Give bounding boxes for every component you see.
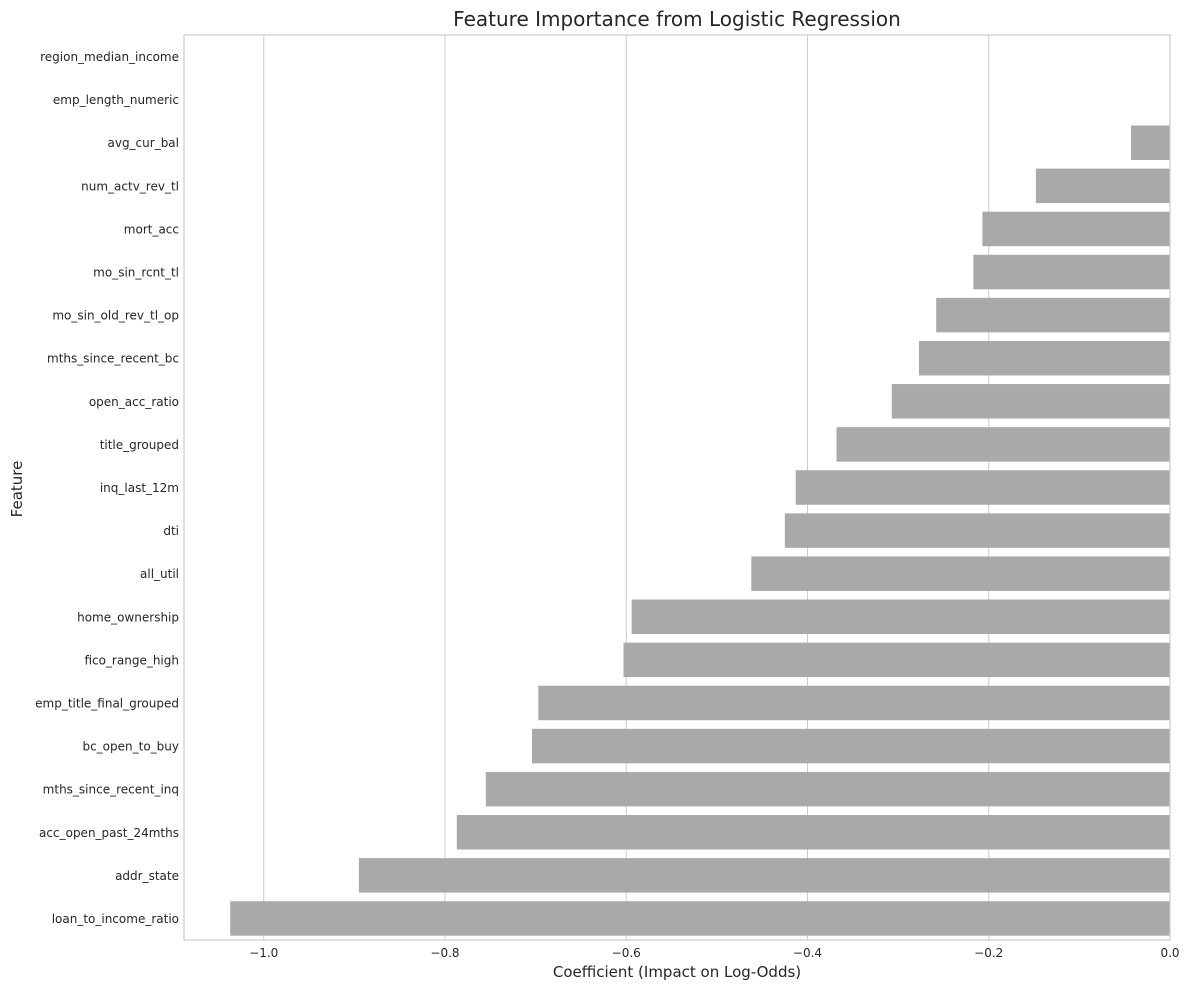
x-tick-label: −0.2 (974, 946, 1003, 960)
y-tick-label: home_ownership (77, 610, 179, 624)
y-tick-label: avg_cur_bal (107, 136, 179, 150)
bar-open_acc_ratio (891, 384, 1170, 419)
y-tick-label: num_actv_rev_tl (81, 179, 179, 193)
y-tick-label: open_acc_ratio (89, 395, 179, 409)
plot-frame (183, 34, 1171, 941)
y-tick-label: region_median_income (40, 50, 179, 64)
y-tick-labels: region_median_income emp_length_numericav… (35, 50, 179, 926)
bar-mo_sin_old_rev_tl_op (936, 297, 1170, 333)
y-tick-label: mths_since_recent_inq (43, 783, 179, 797)
x-tick-label: 0.0 (1160, 946, 1179, 960)
bar-num_actv_rev_tl (1035, 168, 1170, 204)
y-axis-label: Feature (8, 461, 26, 518)
bar-mort_acc (982, 211, 1170, 247)
chart-title: Feature Importance from Logistic Regress… (453, 7, 901, 31)
bar-emp_title_final_grouped (538, 685, 1170, 721)
bar-dti (784, 513, 1170, 548)
y-tick-label: all_util (140, 567, 179, 581)
y-tick-label: title_grouped (100, 438, 179, 452)
bar-title_grouped (836, 427, 1170, 462)
x-tick-label: −1.0 (249, 946, 278, 960)
y-tick-label: emp_length_numeric (53, 93, 179, 107)
x-tick-labels: −1.0 −0.8 −0.6 −0.4 −0.2 0.0 (249, 946, 1179, 960)
y-tick-label: inq_last_12m (100, 481, 179, 495)
x-axis-label: Coefficient (Impact on Log-Odds) (553, 963, 801, 981)
y-tick-label: acc_open_past_24mths (39, 826, 179, 840)
x-tick-label: −0.4 (793, 946, 822, 960)
bar-addr_state (358, 858, 1170, 893)
bar-loan_to_income_ratio (230, 901, 1170, 936)
x-tick-label: −0.6 (612, 946, 641, 960)
bar-mo_sin_rcnt_tl (973, 254, 1170, 290)
bar-acc_open_past_24mths (456, 815, 1170, 850)
bars (230, 125, 1170, 936)
y-tick-label: fico_range_high (84, 653, 179, 667)
y-tick-label: loan_to_income_ratio (52, 912, 179, 926)
x-tick-label: −0.8 (430, 946, 459, 960)
bar-fico_range_high (623, 642, 1170, 678)
bar-mths_since_recent_bc (918, 340, 1170, 376)
bar-all_util (751, 556, 1170, 591)
y-tick-label: mort_acc (124, 222, 179, 236)
bar-inq_last_12m (795, 470, 1170, 505)
y-tick-label: dti (163, 524, 179, 538)
y-tick-label: emp_title_final_grouped (35, 696, 179, 710)
bar-avg_cur_bal (1131, 125, 1170, 160)
bar-home_ownership (631, 599, 1170, 635)
bar-mths_since_recent_inq (485, 771, 1170, 807)
y-tick-label: mo_sin_old_rev_tl_op (52, 309, 179, 323)
bar-bc_open_to_buy (532, 728, 1170, 764)
y-tick-label: bc_open_to_buy (82, 740, 179, 754)
y-tick-label: mo_sin_rcnt_tl (93, 266, 179, 280)
y-tick-label: addr_state (115, 869, 179, 883)
y-tick-label: mths_since_recent_bc (47, 352, 179, 366)
